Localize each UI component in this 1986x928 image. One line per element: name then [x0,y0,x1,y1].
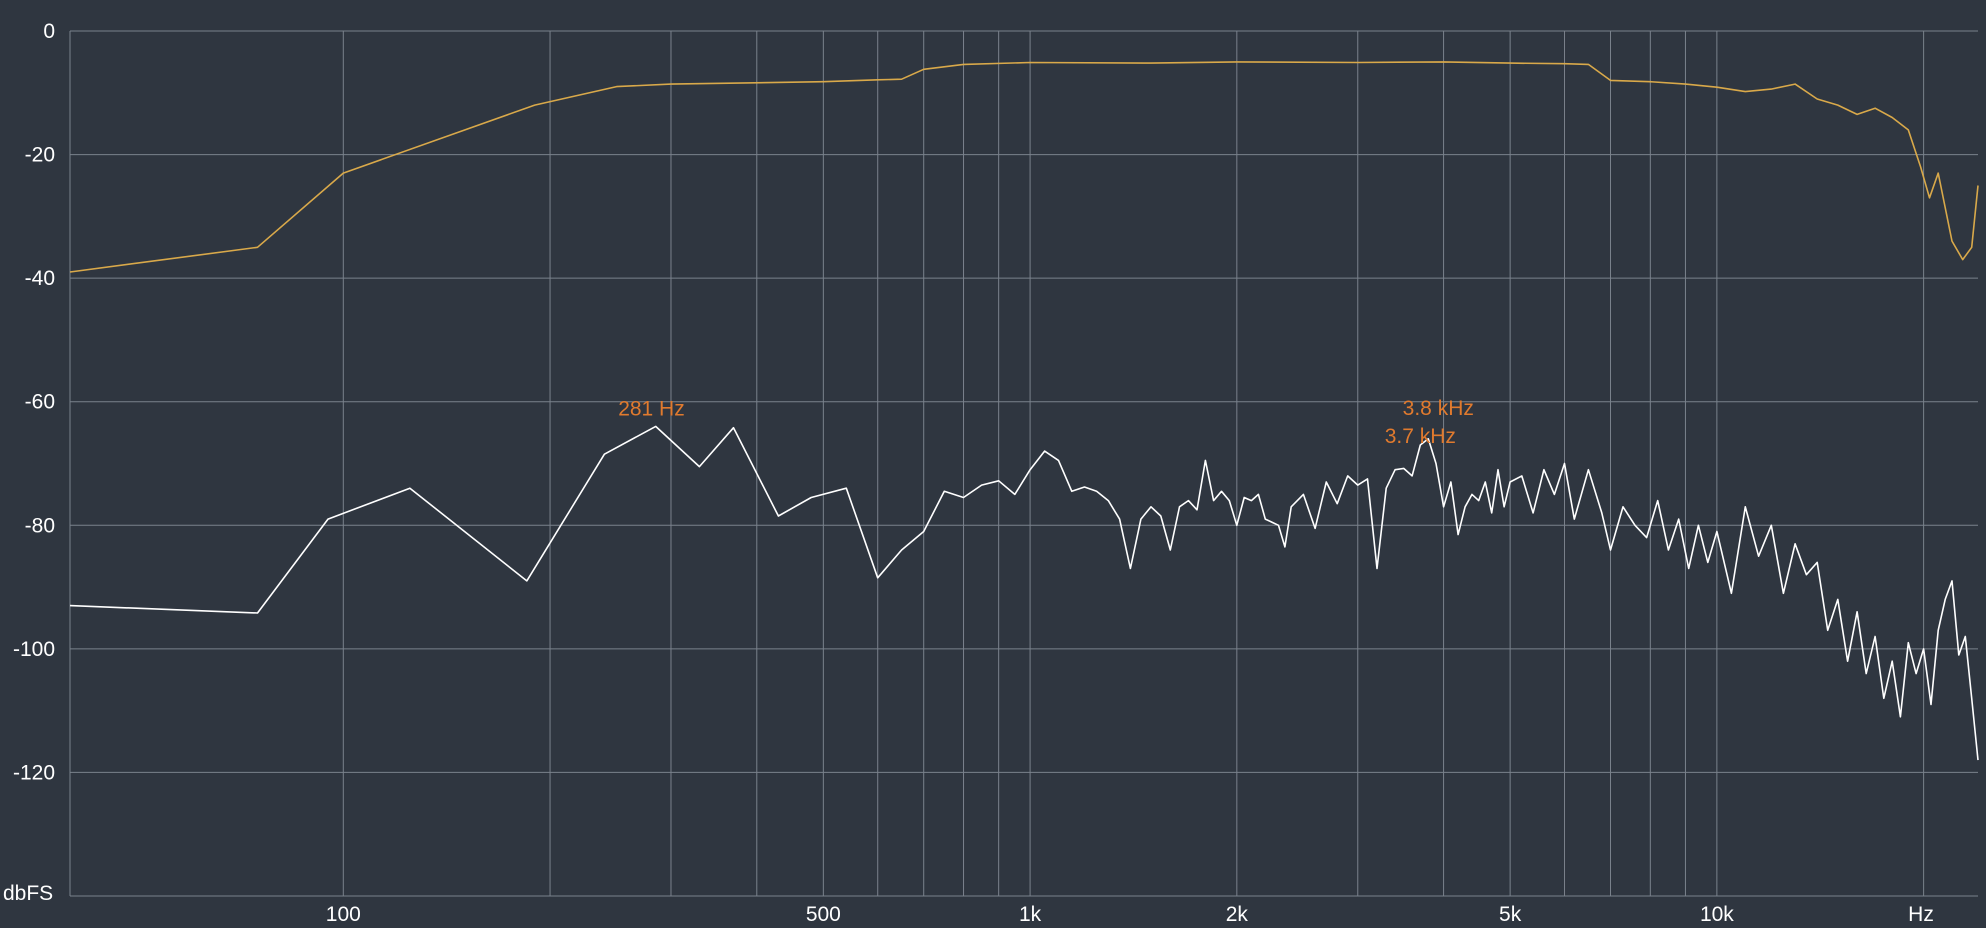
x-tick-label: 500 [806,903,841,926]
y-tick-label: -100 [13,638,55,661]
peak-annotation: 3.8 kHz [1403,397,1474,420]
x-tick-label: 10k [1700,903,1734,926]
y-tick-label: -120 [13,761,55,784]
y-tick-label: -20 [25,144,55,167]
tick-labels: 0 -20 -40 -60 -80 -100 -120 100 500 1k 2k 5k 10k [13,20,1734,926]
y-tick-label: -60 [25,391,55,414]
y-tick-label: -40 [25,267,55,290]
x-tick-label: 100 [326,903,361,926]
x-tick-label: 2k [1226,903,1249,926]
series-group [69,61,1979,761]
peak-annotation: 281 Hz [618,397,685,420]
y-tick-label: 0 [43,20,55,43]
peak-annotations: 281 Hz 3.8 kHz 3.7 kHz [618,397,1474,448]
peak-annotation: 3.7 kHz [1385,425,1456,448]
y-tick-label: -80 [25,514,55,537]
x-tick-label: 5k [1499,903,1522,926]
x-tick-label: 1k [1019,903,1042,926]
grid [69,30,1978,897]
series-line-lower [69,425,1979,761]
x-axis-label: Hz [1908,903,1934,926]
series-line-upper [69,61,1979,273]
y-axis-label: dbFS [3,882,53,905]
